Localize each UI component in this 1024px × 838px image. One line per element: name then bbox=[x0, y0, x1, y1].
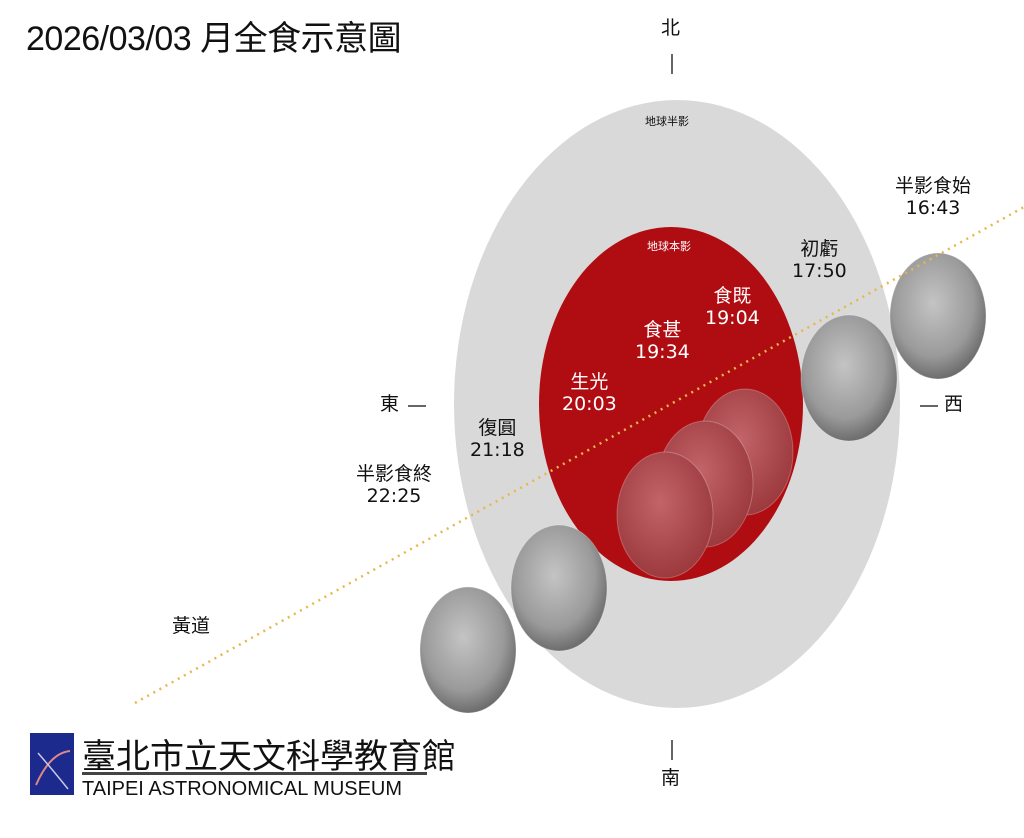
moon-0 bbox=[889, 252, 987, 380]
phase-partial-end: 復圓 21:18 bbox=[470, 417, 525, 461]
north-label: 北 bbox=[661, 17, 681, 39]
west-label: 西 bbox=[944, 393, 964, 415]
moon-3 bbox=[419, 586, 517, 714]
logo-emblem-icon bbox=[30, 733, 74, 795]
logo-divider bbox=[82, 772, 427, 775]
phase-maximum: 食甚 19:34 bbox=[635, 319, 690, 363]
phase-total-begin: 食既 19:04 bbox=[705, 285, 760, 329]
moon-1 bbox=[800, 314, 898, 442]
ecliptic-line bbox=[134, 205, 1024, 705]
umbra-label: 地球本影 bbox=[647, 240, 691, 253]
east-label: 東 bbox=[380, 393, 400, 415]
logo-name-en: TAIPEI ASTRONOMICAL MUSEUM bbox=[82, 778, 403, 800]
phase-penumbral-end: 半影食終 22:25 bbox=[356, 463, 433, 507]
phase-partial-begin: 初虧 17:50 bbox=[792, 238, 847, 282]
phase-total-end: 生光 20:03 bbox=[562, 371, 617, 415]
phase-penumbral-begin: 半影食始 16:43 bbox=[895, 175, 972, 219]
page-title: 2026/03/03 月全食示意圖 bbox=[26, 20, 402, 58]
penumbra-label: 地球半影 bbox=[645, 115, 689, 128]
ecliptic-label: 黃道 bbox=[172, 615, 211, 637]
eclipsed-moon-2 bbox=[616, 451, 714, 579]
south-label: 南 bbox=[661, 767, 681, 789]
moon-2 bbox=[510, 524, 608, 652]
logo-name-cn: 臺北市立天文科學教育館 bbox=[82, 737, 456, 777]
